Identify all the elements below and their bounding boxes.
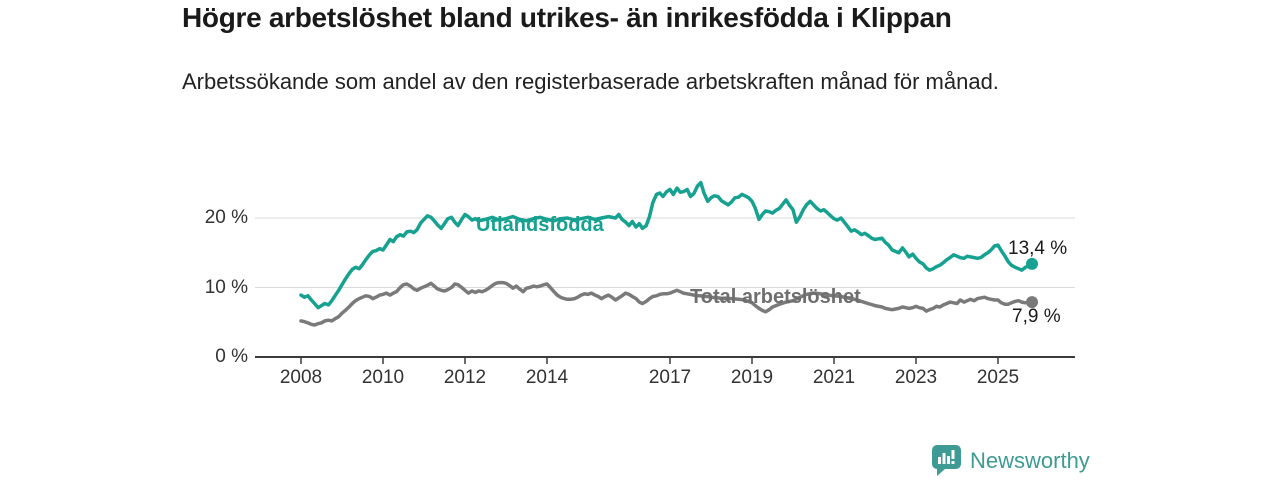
chart-subtitle: Arbetssökande som andel av den registerb… bbox=[182, 69, 999, 94]
y-tick-label-20: 20 % bbox=[204, 207, 248, 228]
series-label-total-arbetsloshet: Total arbetslöshet bbox=[690, 286, 861, 308]
x-tick-label-2012: 2012 bbox=[443, 367, 487, 388]
y-tick-label-0: 0 % bbox=[215, 346, 248, 367]
x-tick-label-2017: 2017 bbox=[648, 367, 692, 388]
newsworthy-wordmark: Newsworthy bbox=[970, 447, 1090, 473]
bar-chart-speech-bubble-icon bbox=[932, 445, 961, 476]
x-tick-label-2025: 2025 bbox=[976, 367, 1020, 388]
x-tick-label-2014: 2014 bbox=[525, 367, 569, 388]
x-tick-label-2010: 2010 bbox=[361, 367, 405, 388]
newsworthy-logo[interactable]: Newsworthy bbox=[932, 445, 1090, 476]
x-tick-label-2021: 2021 bbox=[812, 367, 856, 388]
x-tick-label-2023: 2023 bbox=[894, 367, 938, 388]
x-tick-label-2008: 2008 bbox=[279, 367, 323, 388]
y-tick-label-10: 10 % bbox=[204, 277, 248, 298]
x-tick-label-2019: 2019 bbox=[730, 367, 774, 388]
end-value-label-utlandsfodda: 13,4 % bbox=[1008, 238, 1068, 259]
page-title: Högre arbetslöshet bland utrikes- än inr… bbox=[182, 2, 952, 33]
series-label-utlandsfodda: Utlandsfödda bbox=[476, 214, 604, 236]
end-value-label-total: 7,9 % bbox=[1012, 306, 1061, 327]
